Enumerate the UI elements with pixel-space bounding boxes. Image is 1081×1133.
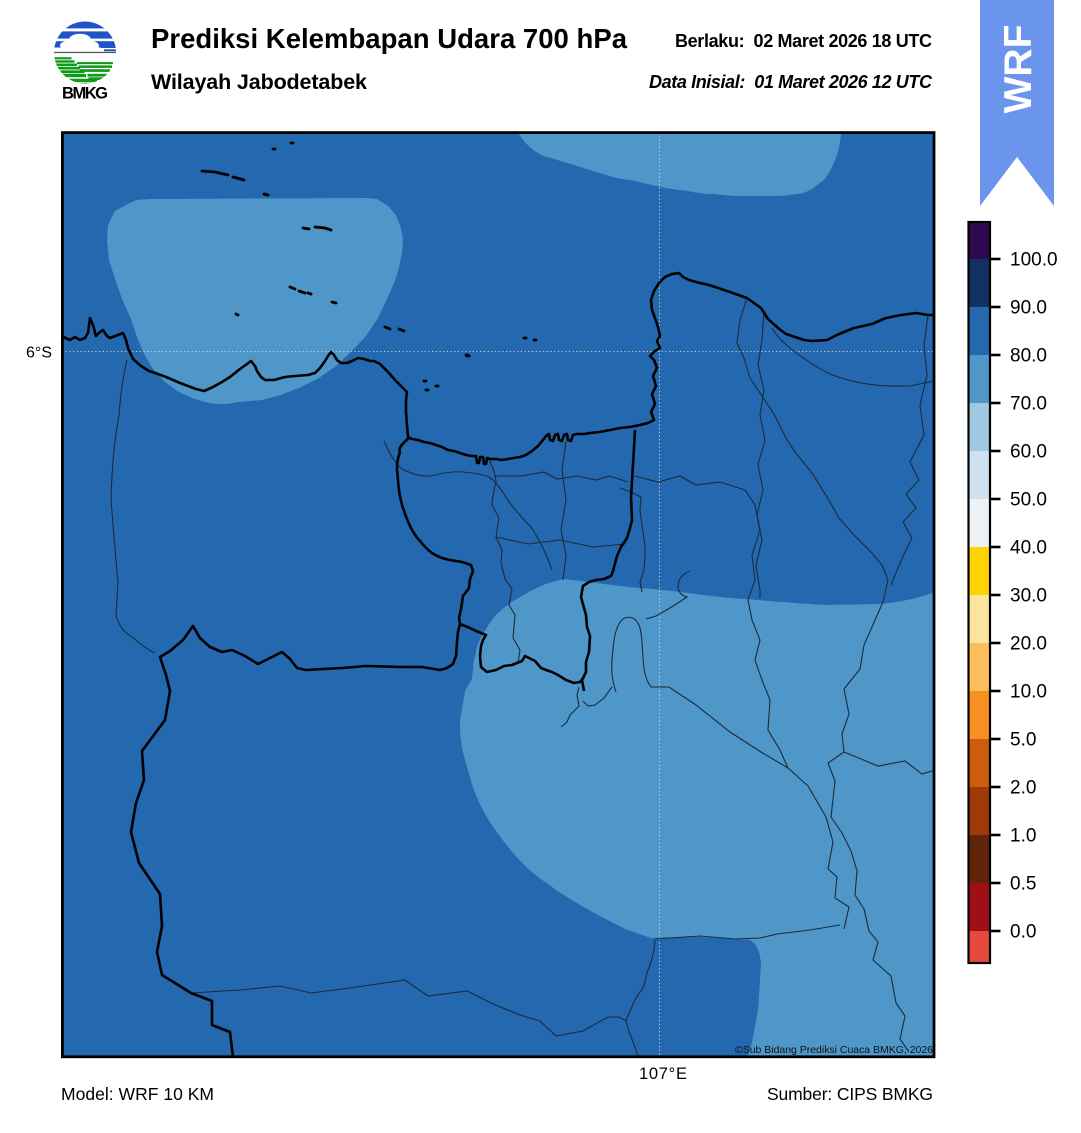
svg-text:30.0: 30.0: [1010, 586, 1047, 607]
svg-text:70.0: 70.0: [1010, 394, 1047, 415]
svg-text:Berlaku: 02 Maret 2026 18 UTC: Berlaku: 02 Maret 2026 18 UTC: [675, 31, 932, 51]
svg-text:©Sub Bidang Prediksi Cuaca BMK: ©Sub Bidang Prediksi Cuaca BMKG, 2026: [735, 1044, 933, 1056]
svg-text:Model: WRF 10 KM: Model: WRF 10 KM: [61, 1084, 214, 1104]
svg-text:Sumber: CIPS BMKG: Sumber: CIPS BMKG: [767, 1084, 933, 1104]
svg-text:0.0: 0.0: [1010, 922, 1036, 943]
svg-text:10.0: 10.0: [1010, 682, 1047, 703]
svg-text:BMKG: BMKG: [62, 85, 108, 103]
svg-text:6°S: 6°S: [26, 345, 52, 362]
svg-text:107°E: 107°E: [639, 1065, 687, 1083]
svg-text:40.0: 40.0: [1010, 538, 1047, 559]
svg-text:2.0: 2.0: [1010, 778, 1036, 799]
svg-text:60.0: 60.0: [1010, 442, 1047, 463]
svg-text:80.0: 80.0: [1010, 346, 1047, 367]
svg-text:1.0: 1.0: [1010, 826, 1036, 847]
svg-text:Prediksi Kelembapan Udara 700: Prediksi Kelembapan Udara 700 hPa: [151, 23, 628, 54]
svg-text:0.5: 0.5: [1010, 874, 1036, 895]
svg-text:100.0: 100.0: [1010, 250, 1058, 271]
svg-text:90.0: 90.0: [1010, 298, 1047, 319]
svg-text:Wilayah Jabodetabek: Wilayah Jabodetabek: [151, 70, 367, 94]
svg-text:WRF: WRF: [997, 25, 1040, 114]
svg-text:50.0: 50.0: [1010, 490, 1047, 511]
svg-text:5.0: 5.0: [1010, 730, 1036, 751]
svg-text:20.0: 20.0: [1010, 634, 1047, 655]
svg-text:Data Inisial: 01 Maret 2026 1: Data Inisial: 01 Maret 2026 12 UTC: [649, 72, 933, 92]
